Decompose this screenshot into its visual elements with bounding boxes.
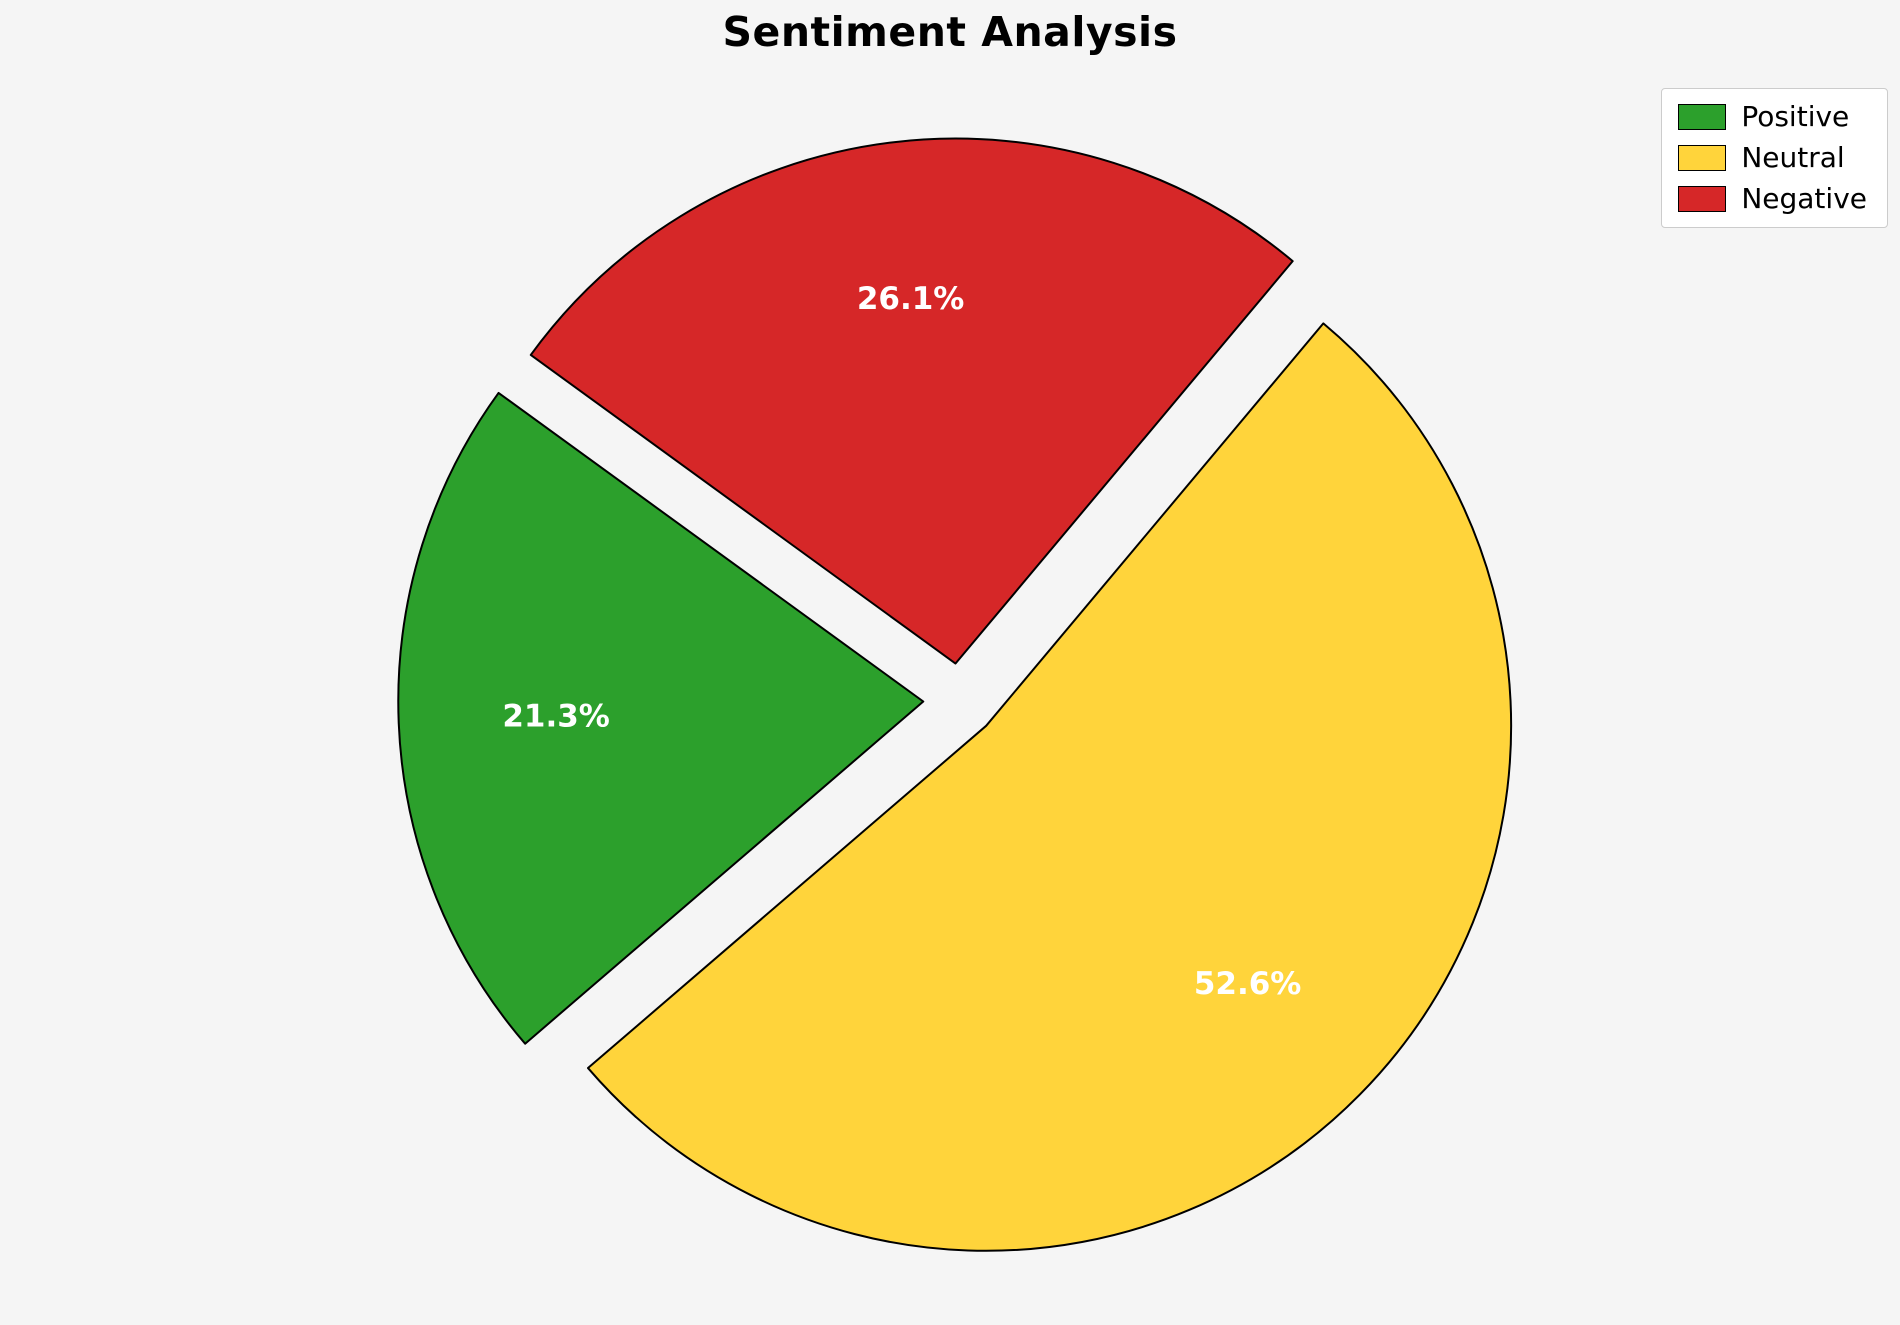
pie-slice-negative <box>529 137 1294 665</box>
legend: Positive Neutral Negative <box>1661 88 1888 228</box>
pie-slice-neutral <box>587 322 1513 1252</box>
legend-item-positive: Positive <box>1678 103 1867 131</box>
legend-label: Negative <box>1741 182 1867 215</box>
legend-swatch-positive <box>1678 104 1727 130</box>
legend-swatch-neutral <box>1678 145 1727 171</box>
legend-item-negative: Negative <box>1678 185 1867 213</box>
pie-pct-label-positive: 21.3% <box>502 699 610 735</box>
pie-pct-label-negative: 26.1% <box>857 281 965 317</box>
chart-title: Sentiment Analysis <box>722 8 1178 56</box>
legend-label: Positive <box>1741 100 1850 133</box>
legend-swatch-negative <box>1678 186 1727 212</box>
pie-pct-label-neutral: 52.6% <box>1194 966 1302 1002</box>
legend-item-neutral: Neutral <box>1678 144 1867 172</box>
legend-label: Neutral <box>1741 141 1845 174</box>
pie-slice-positive <box>397 391 925 1045</box>
